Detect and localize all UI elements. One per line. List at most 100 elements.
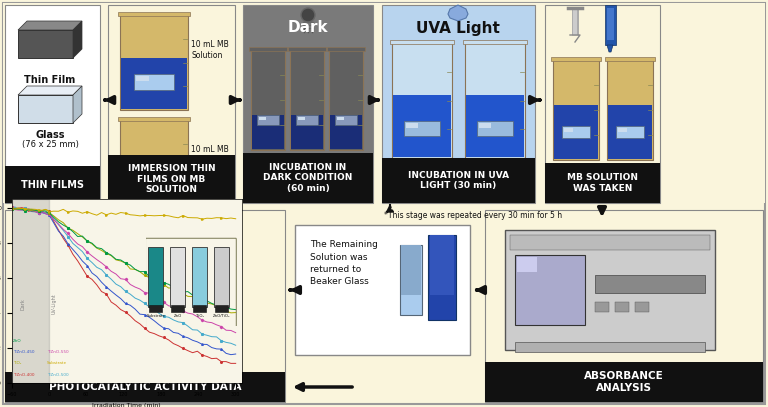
Text: 10 mL MB
Solution: 10 mL MB Solution [191, 145, 229, 165]
FancyBboxPatch shape [635, 302, 649, 312]
FancyBboxPatch shape [466, 95, 524, 157]
FancyBboxPatch shape [329, 50, 363, 150]
FancyBboxPatch shape [118, 117, 190, 121]
FancyBboxPatch shape [108, 5, 235, 203]
FancyBboxPatch shape [465, 43, 525, 158]
Text: IMMERSION THIN
FILMS ON MB
SOLUTION: IMMERSION THIN FILMS ON MB SOLUTION [127, 164, 215, 194]
FancyBboxPatch shape [170, 247, 185, 307]
FancyBboxPatch shape [171, 305, 184, 312]
Text: Substrate: Substrate [47, 361, 67, 365]
FancyBboxPatch shape [479, 123, 491, 128]
FancyBboxPatch shape [615, 302, 629, 312]
FancyBboxPatch shape [505, 230, 715, 350]
FancyBboxPatch shape [148, 247, 164, 307]
FancyBboxPatch shape [605, 57, 655, 61]
FancyBboxPatch shape [618, 128, 627, 132]
FancyBboxPatch shape [515, 255, 585, 325]
FancyBboxPatch shape [298, 117, 305, 120]
FancyBboxPatch shape [515, 342, 705, 352]
FancyBboxPatch shape [193, 305, 207, 312]
FancyBboxPatch shape [149, 305, 162, 312]
Text: The Remaining
Solution was
returned to
Beaker Glass: The Remaining Solution was returned to B… [310, 240, 378, 287]
FancyBboxPatch shape [5, 210, 285, 402]
Text: *This stage was repeated every 30 min for 5 h: *This stage was repeated every 30 min fo… [384, 211, 562, 220]
FancyBboxPatch shape [291, 115, 323, 149]
FancyBboxPatch shape [18, 30, 73, 58]
Polygon shape [73, 21, 82, 58]
FancyBboxPatch shape [477, 121, 513, 136]
Text: UVA Light: UVA Light [416, 20, 500, 35]
Text: ZnO/TiO₂: ZnO/TiO₂ [213, 314, 230, 317]
Text: ZnO: ZnO [13, 339, 22, 343]
Text: Glass: Glass [35, 130, 65, 140]
FancyBboxPatch shape [18, 95, 73, 123]
Polygon shape [73, 86, 82, 123]
FancyBboxPatch shape [510, 235, 710, 250]
Polygon shape [18, 86, 82, 95]
FancyBboxPatch shape [605, 5, 616, 45]
FancyBboxPatch shape [485, 362, 763, 402]
FancyBboxPatch shape [517, 257, 537, 272]
FancyBboxPatch shape [382, 158, 535, 203]
Text: TiZnO-450: TiZnO-450 [13, 350, 35, 354]
FancyBboxPatch shape [595, 275, 705, 293]
FancyBboxPatch shape [136, 76, 149, 81]
Text: TiZnO-400: TiZnO-400 [13, 372, 35, 376]
FancyBboxPatch shape [121, 58, 187, 109]
FancyBboxPatch shape [295, 225, 470, 355]
FancyBboxPatch shape [382, 5, 535, 203]
FancyBboxPatch shape [259, 117, 266, 120]
FancyBboxPatch shape [192, 247, 207, 307]
FancyBboxPatch shape [401, 245, 421, 295]
Text: TiZnO-500: TiZnO-500 [47, 372, 68, 376]
FancyBboxPatch shape [243, 5, 373, 203]
Text: INCUBATION IN
DARK CONDITION
(60 min): INCUBATION IN DARK CONDITION (60 min) [263, 163, 353, 193]
FancyBboxPatch shape [404, 121, 440, 136]
FancyBboxPatch shape [545, 163, 660, 203]
FancyBboxPatch shape [5, 5, 100, 203]
FancyBboxPatch shape [616, 126, 644, 138]
FancyBboxPatch shape [5, 166, 100, 203]
Text: Substrate: Substrate [147, 314, 165, 317]
FancyBboxPatch shape [120, 15, 188, 110]
FancyBboxPatch shape [608, 105, 652, 159]
FancyBboxPatch shape [108, 155, 235, 203]
FancyBboxPatch shape [428, 235, 456, 320]
FancyBboxPatch shape [252, 115, 284, 149]
FancyBboxPatch shape [545, 5, 660, 203]
FancyBboxPatch shape [214, 247, 230, 307]
FancyBboxPatch shape [121, 163, 187, 214]
FancyBboxPatch shape [249, 47, 287, 51]
Text: Dark: Dark [288, 20, 328, 35]
X-axis label: Irradiation Time (min): Irradiation Time (min) [92, 403, 161, 407]
Text: PHOTOCATALYTIC ACTIVITY DATA: PHOTOCATALYTIC ACTIVITY DATA [48, 382, 241, 392]
Text: THIN FILMS: THIN FILMS [21, 179, 84, 190]
Text: ABSORBANCE
ANALYSIS: ABSORBANCE ANALYSIS [584, 371, 664, 393]
FancyBboxPatch shape [330, 115, 362, 149]
Polygon shape [448, 5, 468, 21]
FancyBboxPatch shape [296, 115, 318, 125]
FancyBboxPatch shape [390, 40, 454, 44]
FancyBboxPatch shape [595, 302, 609, 312]
Text: ZnO: ZnO [174, 314, 182, 317]
FancyBboxPatch shape [288, 47, 326, 51]
FancyBboxPatch shape [337, 117, 344, 120]
FancyBboxPatch shape [327, 47, 365, 51]
Text: INCUBATION IN UVA
LIGHT (30 min): INCUBATION IN UVA LIGHT (30 min) [408, 171, 509, 190]
Text: TiO₂: TiO₂ [13, 361, 22, 365]
FancyBboxPatch shape [400, 245, 422, 315]
FancyBboxPatch shape [3, 3, 765, 203]
FancyBboxPatch shape [134, 179, 174, 195]
FancyBboxPatch shape [251, 50, 285, 150]
FancyBboxPatch shape [406, 123, 418, 128]
Polygon shape [607, 45, 613, 52]
Text: 10 mL MB
Solution: 10 mL MB Solution [191, 40, 229, 60]
FancyBboxPatch shape [118, 12, 190, 16]
Text: UV-Light: UV-Light [52, 294, 57, 315]
Text: TiZnO-550: TiZnO-550 [47, 350, 68, 354]
FancyBboxPatch shape [5, 372, 285, 402]
Text: (76 x 25 mm): (76 x 25 mm) [22, 140, 78, 149]
FancyBboxPatch shape [607, 60, 653, 160]
FancyBboxPatch shape [430, 235, 454, 295]
FancyBboxPatch shape [551, 57, 601, 61]
